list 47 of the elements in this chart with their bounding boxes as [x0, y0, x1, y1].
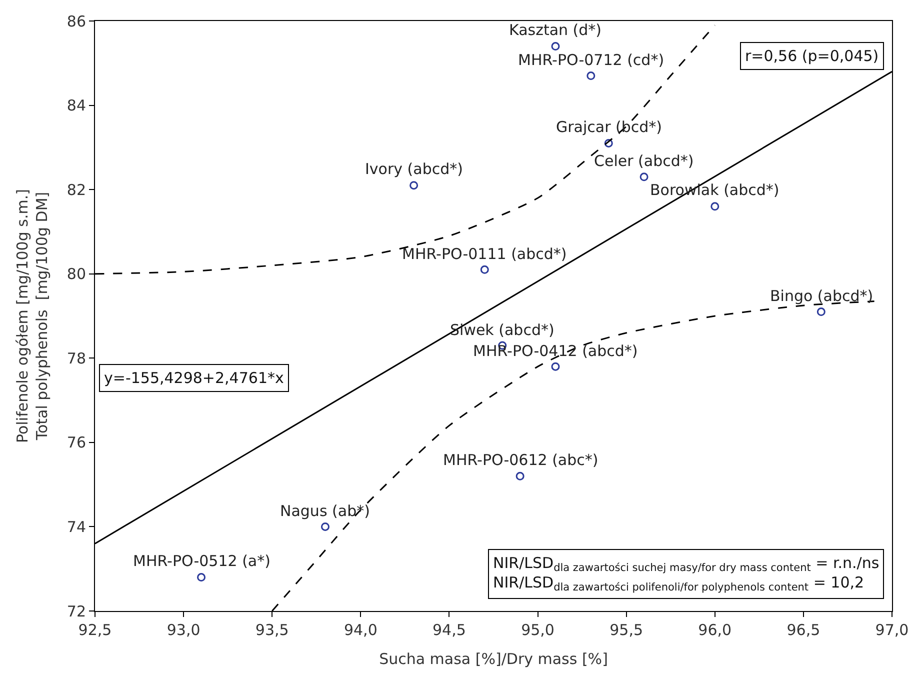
annotation: MHR-PO-0512 (a*)	[133, 552, 270, 570]
x-tick-label: 93,0	[166, 621, 200, 639]
x-tick-label: 96,5	[786, 621, 820, 639]
annotation: Bingo (abcd*)	[770, 287, 874, 305]
x-tick-label: 94,5	[432, 621, 466, 639]
x-axis-title: Sucha masa [%]/Dry mass [%]	[379, 650, 608, 668]
annotation: Celer (abcd*)	[594, 152, 694, 170]
annotation: Grajcar (bcd*)	[556, 118, 662, 136]
annotation: Siwek (abcd*)	[450, 321, 554, 339]
x-tick-label: 95,0	[521, 621, 554, 639]
annotation: Ivory (abcd*)	[365, 160, 463, 178]
y-tick-label: 74	[66, 518, 86, 536]
y-tick-label: 72	[66, 602, 86, 620]
annotation: MHR-PO-0612 (abc*)	[443, 451, 598, 469]
annotation: MHR-PO-0412 (abcd*)	[473, 342, 638, 360]
x-tick-label: 93,5	[255, 621, 289, 639]
y-tick-label: 78	[66, 349, 86, 368]
annotation: MHR-PO-0712 (cd*)	[518, 51, 664, 69]
point	[551, 42, 560, 51]
text: NIR/LSD$_{dla zawartości suchej masy/for dry mass content}$ = r.n./ns NIR/LSD$_{dla zawartości polifenoli/for polyphenols content}$ = 10,2	[493, 554, 880, 594]
point	[604, 138, 613, 148]
y-tick-label: 82	[66, 180, 86, 199]
annotation: Kasztan (d*)	[509, 21, 602, 39]
point	[516, 472, 524, 480]
point	[710, 202, 720, 211]
annotation: Nagus (ab*)	[280, 502, 370, 520]
point	[586, 72, 596, 80]
point	[197, 573, 206, 582]
y-axis-title: Polifenole ogółem [mg/100g s.m.] Total polyphenols [mg/100g DM]	[14, 189, 52, 443]
x-tick-label: 96,0	[698, 621, 732, 639]
x-tick-label: 94,0	[344, 621, 378, 639]
point	[640, 172, 648, 182]
x-tick-label: 97,0	[875, 621, 909, 639]
x-tick-label: 95,5	[610, 621, 644, 639]
y-tick-label: 80	[66, 265, 86, 284]
annotation: y=-155,4298+2,4761*x	[104, 369, 284, 387]
annotation: MHR-PO-0111 (abcd*)	[402, 245, 567, 263]
point	[320, 522, 330, 531]
point	[816, 308, 826, 316]
annotation: r=0,56 (p=0,045)	[745, 47, 879, 65]
y-tick-label: 84	[66, 96, 86, 115]
x-tick-label: 92,5	[78, 621, 112, 639]
y-tick-label: 76	[66, 434, 86, 452]
point	[480, 265, 489, 274]
y-tick-label: 86	[66, 12, 86, 30]
point	[551, 362, 560, 371]
point	[410, 181, 418, 190]
